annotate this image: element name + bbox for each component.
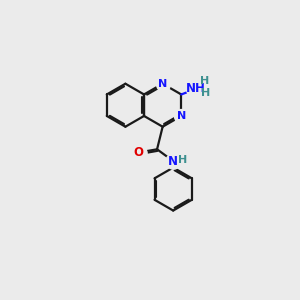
Text: N: N [158,79,167,89]
Text: N: N [168,154,178,168]
Text: H: H [201,88,210,98]
Text: NH: NH [186,82,206,95]
Text: H: H [178,154,187,165]
Text: H: H [200,76,209,85]
Text: N: N [177,111,186,121]
Text: O: O [134,146,144,159]
